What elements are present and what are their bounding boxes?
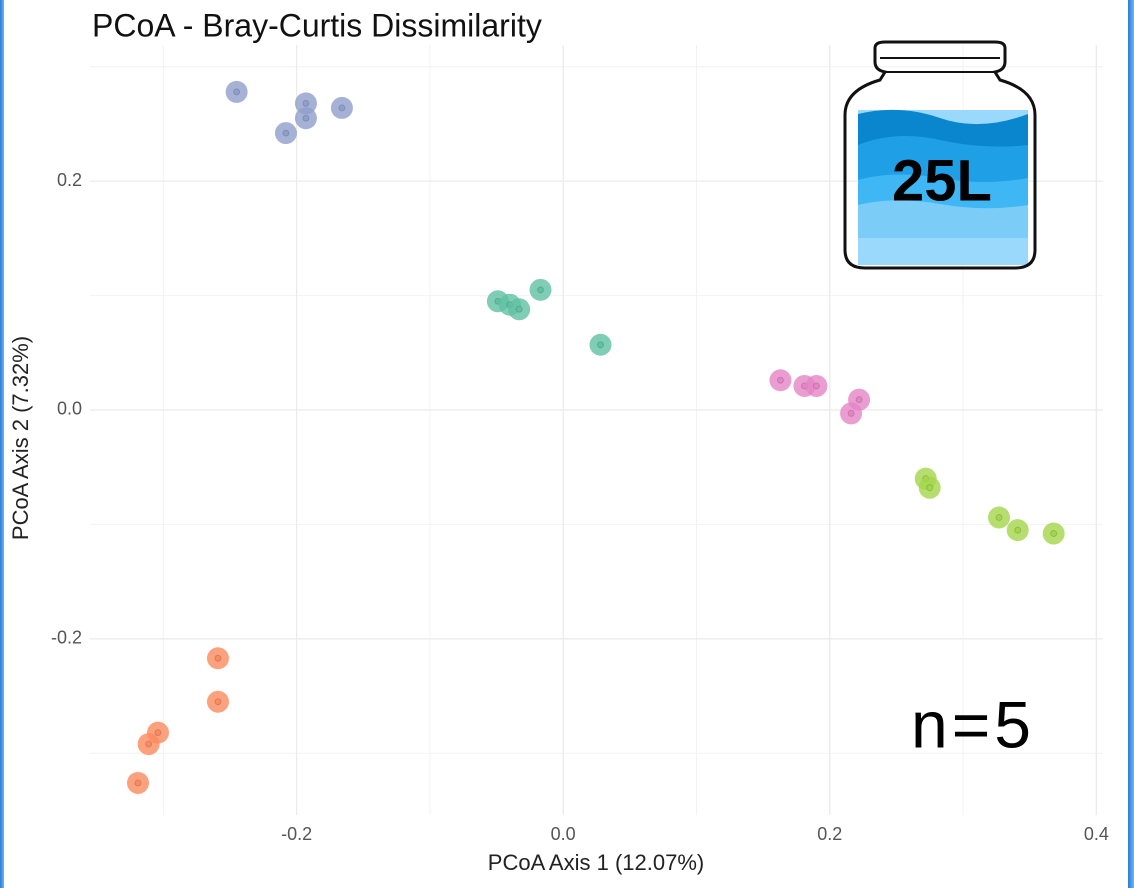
point-center [596, 341, 604, 349]
point-center [995, 514, 1003, 522]
y-tick-label: 0.2 [57, 170, 82, 190]
y-axis-title: PCoA Axis 2 (7.32%) [8, 336, 33, 540]
point-center [1014, 526, 1022, 534]
y-tick-label: -0.2 [51, 628, 82, 648]
point-center [233, 88, 241, 96]
x-tick-label: 0.0 [551, 824, 576, 844]
x-axis-title: PCoA Axis 1 (12.07%) [488, 850, 704, 875]
jar-rim [880, 57, 1000, 73]
point-center [302, 99, 310, 107]
y-tick-label: 0.0 [57, 399, 82, 419]
jar-label: 25L [892, 148, 992, 213]
grid [90, 45, 1103, 815]
point-center [515, 305, 523, 313]
point-center [302, 114, 310, 122]
points [126, 80, 1065, 794]
sample-count: n=5 [911, 687, 1035, 761]
chart-title: PCoA - Bray-Curtis Dissimilarity [92, 7, 542, 43]
x-tick-label: -0.2 [281, 824, 312, 844]
point-center [1050, 530, 1058, 538]
frame-left [0, 0, 4, 888]
point-center [282, 129, 290, 137]
point-center [134, 779, 142, 787]
point-center [847, 409, 855, 417]
point-center [154, 729, 162, 737]
jar-icon: 25L [843, 40, 1037, 270]
jar-outline [843, 40, 1037, 270]
point-center [776, 376, 784, 384]
point-center [812, 382, 820, 390]
point-center [214, 698, 222, 706]
point-center [537, 286, 545, 294]
frame-right [1128, 0, 1134, 888]
jar-water [858, 195, 1028, 238]
x-tick-label: 0.2 [817, 824, 842, 844]
point-center [855, 396, 863, 404]
x-tick-label: 0.4 [1084, 824, 1109, 844]
point-center [214, 654, 222, 662]
jar-water [858, 109, 1028, 147]
point-center [926, 484, 934, 492]
point-center [145, 740, 153, 748]
point-center [338, 104, 346, 112]
